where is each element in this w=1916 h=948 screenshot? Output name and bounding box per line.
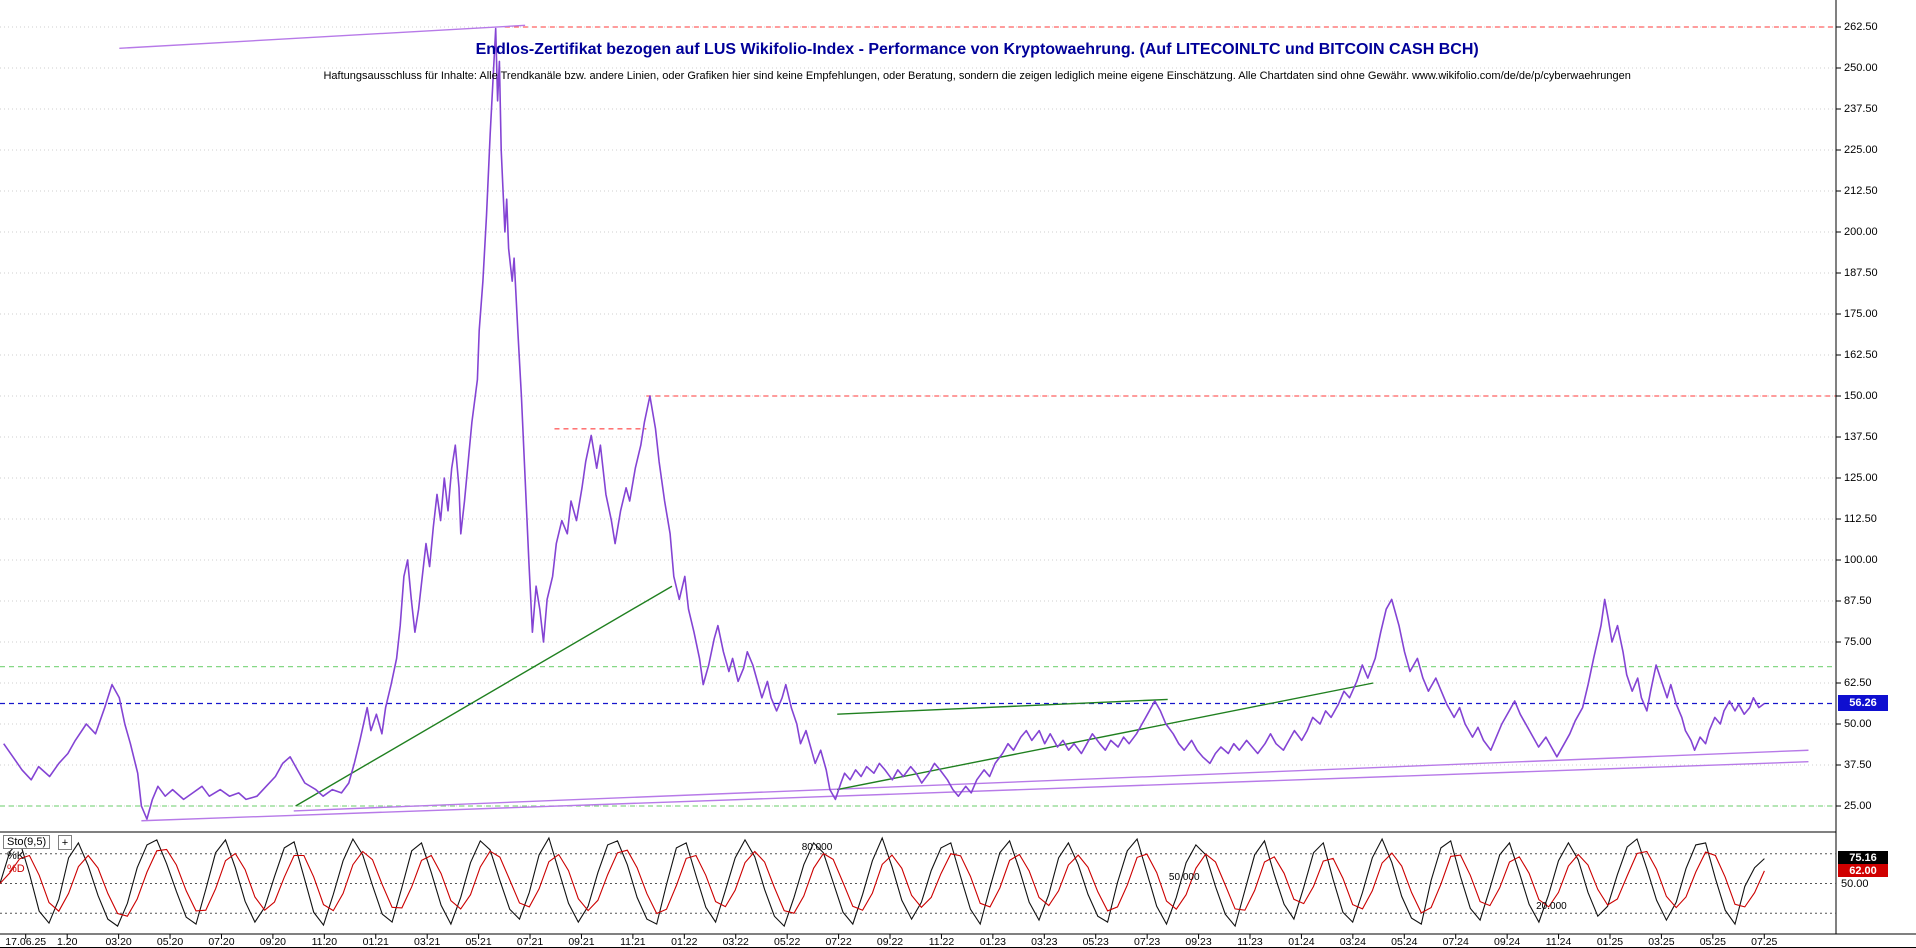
indicator-add-button[interactable]: +	[58, 835, 72, 850]
x-axis-label: 11.23	[1237, 936, 1263, 948]
price-axis-label: 212.50	[1844, 185, 1878, 197]
stochastic-level-label: 20.000	[1536, 901, 1567, 913]
price-axis-label: 200.00	[1844, 226, 1878, 238]
stochastic-mid-value: 50.00	[1838, 877, 1888, 892]
last-price-badge: 56.26	[1838, 695, 1888, 712]
x-axis-label: 11.20	[311, 936, 338, 948]
price-axis-label: 250.00	[1844, 62, 1878, 74]
x-axis-label: 07.22	[825, 936, 852, 948]
price-axis-label: 100.00	[1844, 554, 1878, 566]
price-axis-label: 62.50	[1844, 677, 1872, 689]
x-axis-label: 03.23	[1031, 936, 1058, 948]
price-axis-label: 137.50	[1844, 431, 1878, 443]
x-axis-label: 1.20	[56, 936, 78, 948]
x-axis-label: 05.20	[156, 936, 184, 948]
x-axis-label: 01.25	[1596, 936, 1624, 948]
x-axis-label: 07.25	[1751, 936, 1778, 948]
chart-disclaimer: Haftungsausschluss für Inhalte: Alle Tre…	[323, 70, 1631, 82]
price-axis-label: 187.50	[1844, 267, 1878, 279]
price-axis-label: 175.00	[1844, 308, 1878, 320]
x-axis-label: 03.25	[1648, 936, 1675, 948]
x-axis-label: 09.22	[876, 936, 904, 948]
x-axis-label: 07.23	[1134, 936, 1161, 948]
stochastic-level-label: 80.000	[801, 841, 833, 853]
x-axis-label: 11.21	[620, 936, 646, 948]
stochastic-k-label: %K	[7, 850, 25, 862]
x-axis-label: 11.24	[1545, 936, 1572, 948]
x-axis-label: 07.21	[516, 936, 544, 948]
stochastic-level-label: 50.000	[1168, 871, 1200, 883]
x-axis-label: 07.20	[208, 936, 235, 948]
price-axis-label: 112.50	[1844, 513, 1877, 525]
price-axis-label: 37.50	[1844, 759, 1872, 771]
x-axis-label: 09.20	[259, 936, 287, 948]
x-axis-label: 09.24	[1493, 936, 1521, 948]
price-axis-label: 50.00	[1844, 718, 1872, 730]
x-axis-label: 09.23	[1185, 936, 1212, 948]
x-axis-label: 07.24	[1442, 936, 1469, 948]
x-axis-label: 09.21	[568, 936, 595, 948]
x-axis-label: 17.06.25	[5, 936, 47, 948]
x-axis-label: 05.24	[1391, 936, 1418, 948]
price-axis-label: 237.50	[1844, 103, 1878, 115]
x-axis-label: 01.23	[979, 936, 1006, 948]
x-axis-label: 11.22	[928, 936, 955, 948]
x-axis-label: 05.21	[465, 936, 492, 948]
price-axis-label: 125.00	[1844, 472, 1878, 484]
chart-title: Endlos-Zertifikat bezogen auf LUS Wikifo…	[475, 41, 1479, 58]
price-axis-label: 87.50	[1844, 595, 1872, 607]
stochastic-d-value-badge: 62.00	[1838, 864, 1888, 879]
stochastic-k-value-badge: 75.16	[1838, 851, 1888, 866]
price-axis-label: 162.50	[1844, 349, 1878, 361]
indicator-name: Sto(9,5)	[7, 836, 47, 848]
price-axis-label: 75.00	[1844, 636, 1872, 648]
stochastic-d-label: %D	[7, 863, 25, 875]
price-axis-label: 150.00	[1844, 390, 1878, 402]
price-axis-label: 25.00	[1844, 800, 1872, 812]
x-axis-label: 05.22	[774, 936, 801, 948]
x-axis-label: 05.25	[1699, 936, 1726, 948]
x-axis-label: 01.22	[671, 936, 698, 948]
x-axis-label: 01.21	[362, 936, 389, 948]
x-axis-label: 01.24	[1288, 936, 1315, 948]
x-axis-label: 03.24	[1339, 936, 1366, 948]
indicator-label[interactable]: Sto(9,5)	[3, 835, 51, 849]
price-axis-label: 225.00	[1844, 144, 1878, 156]
x-axis-label: 03.20	[105, 936, 132, 948]
price-axis-label: 262.50	[1844, 21, 1878, 33]
x-axis-label: 03.21	[414, 936, 441, 948]
x-axis-label: 03.22	[722, 936, 749, 948]
x-axis-label: 05.23	[1082, 936, 1109, 948]
